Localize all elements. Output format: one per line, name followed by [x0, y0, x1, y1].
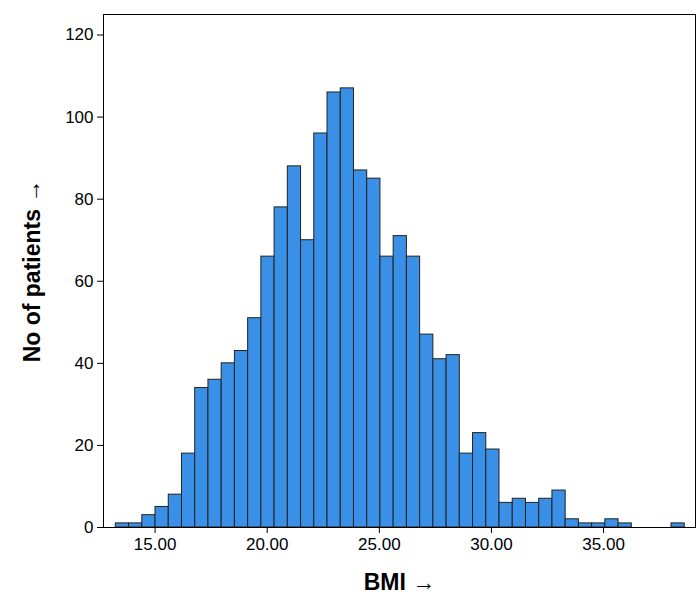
svg-text:60: 60: [75, 272, 94, 291]
svg-text:20: 20: [75, 436, 94, 455]
svg-text:BMI →: BMI →: [364, 569, 436, 595]
svg-text:25.00: 25.00: [358, 535, 401, 554]
svg-text:100: 100: [65, 108, 93, 127]
svg-text:40: 40: [75, 354, 94, 373]
svg-text:80: 80: [75, 190, 94, 209]
svg-text:35.00: 35.00: [582, 535, 625, 554]
svg-text:20.00: 20.00: [246, 535, 289, 554]
svg-text:15.00: 15.00: [134, 535, 177, 554]
svg-text:30.00: 30.00: [470, 535, 513, 554]
svg-text:0: 0: [84, 518, 93, 537]
svg-text:No of patients →: No of patients →: [19, 180, 45, 363]
svg-text:120: 120: [65, 25, 93, 44]
